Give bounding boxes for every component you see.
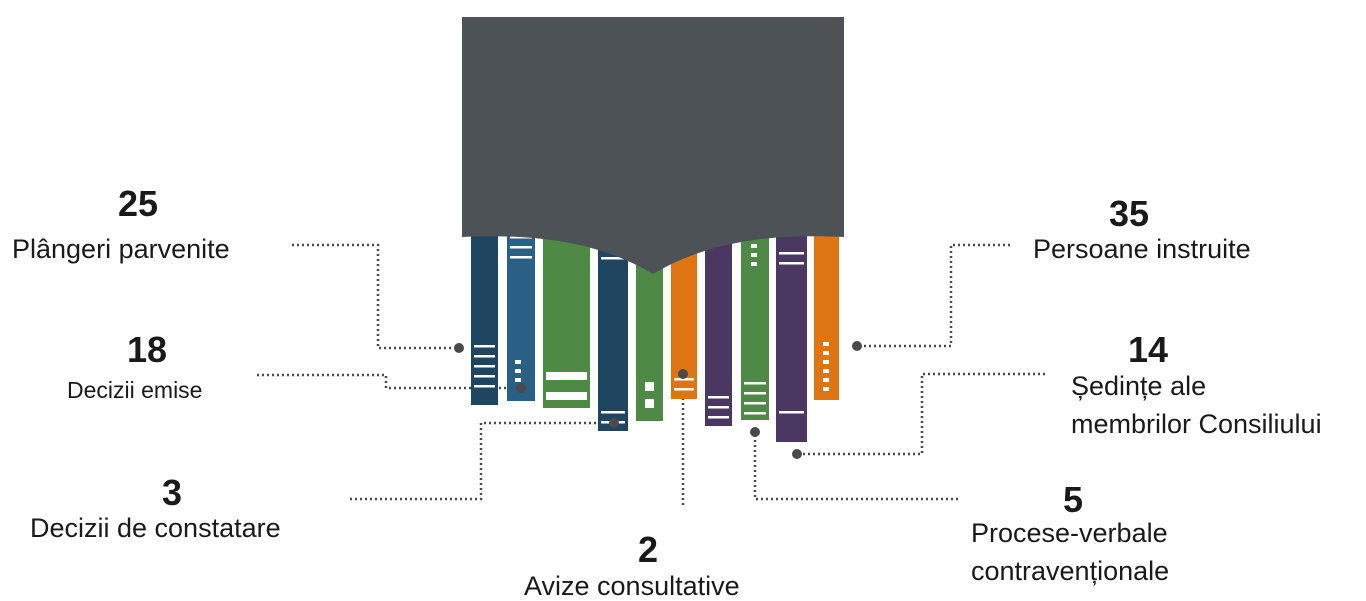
spine-dot (751, 262, 757, 266)
leader-lines (257, 243, 1045, 505)
spine-stripe (674, 378, 694, 381)
spine-stripe (708, 406, 729, 409)
book-spine (471, 225, 498, 405)
spine-stripe (779, 262, 804, 265)
stat-number-sedinte: 14 (1128, 329, 1169, 370)
spine-stripe (708, 416, 729, 419)
book-cover (462, 17, 844, 274)
leader-plangeri (292, 243, 459, 350)
leader-sedinte (797, 372, 1045, 456)
spine-stripe (779, 252, 804, 255)
stat-label-avize: Avize consultative (524, 571, 740, 601)
book-spines (471, 225, 839, 442)
spine-stripe (744, 412, 766, 415)
leader-plangeri-dot (454, 343, 464, 353)
spine-stripe (474, 345, 495, 348)
leader-procese (753, 432, 958, 501)
stat-number-decizii-emise: 18 (127, 329, 168, 370)
leader-avize-dot (678, 369, 688, 379)
leader-persoane-dot (852, 341, 862, 351)
stat-number-plangeri: 25 (118, 183, 159, 224)
spine-stripe (601, 257, 625, 260)
leader-decizii-emise (257, 373, 521, 390)
stat-number-procese: 5 (1063, 479, 1084, 520)
spine-dot (823, 342, 829, 346)
spine-stripe (510, 246, 532, 249)
spine-stripe (744, 382, 766, 385)
stat-label-plangeri: Plângeri parvenite (12, 234, 230, 264)
spine-dot (823, 351, 829, 355)
spine-dot (823, 360, 829, 364)
spine-stripe (779, 411, 804, 414)
spine-band (546, 392, 587, 400)
book-spine (507, 225, 535, 401)
book-spine (543, 225, 590, 408)
leader-persoane (857, 243, 1010, 348)
stat-label-sedinte-line1: Ședințe ale (1071, 371, 1207, 401)
spine-stripe (744, 402, 766, 405)
leader-procese-dot (750, 427, 760, 437)
spine-dot (823, 369, 829, 373)
stat-label-sedinte-line2: membrilor Consiliului (1071, 409, 1322, 439)
leader-sedinte-dot (792, 449, 802, 459)
book-spine (741, 225, 769, 420)
spine-stripe (708, 396, 729, 399)
spine-dot (751, 244, 757, 248)
spine-dot (823, 387, 829, 391)
spine-square (645, 382, 654, 391)
spine-stripe (474, 365, 495, 368)
spine-square (645, 399, 654, 408)
stat-number-persoane: 35 (1109, 193, 1150, 234)
stat-label-decizii-emise: Decizii emise (67, 377, 203, 403)
spine-dot (515, 369, 521, 373)
stat-number-avize: 2 (638, 529, 659, 570)
spine-stripe (474, 375, 495, 378)
leader-decizii-emise-dot (516, 383, 526, 393)
book-spine (776, 225, 807, 442)
spine-dot (515, 360, 521, 364)
stat-label-decizii-constatare: Decizii de constatare (30, 513, 281, 543)
stat-label-procese-line1: Procese-verbale (971, 518, 1168, 548)
leader-decizii-constatare (350, 421, 614, 501)
spine-band (546, 372, 587, 380)
stat-label-procese-line2: contravenționale (971, 556, 1170, 586)
spine-stripe (474, 385, 495, 388)
spine-stripe (744, 392, 766, 395)
spine-stripe (601, 411, 625, 414)
leader-decizii-constatare-dot (609, 418, 619, 428)
spine-dot (751, 253, 757, 257)
book-spine (814, 225, 839, 400)
spine-stripe (510, 236, 532, 239)
spine-dot (823, 378, 829, 382)
stat-number-decizii-constatare: 3 (162, 472, 183, 513)
spine-stripe (510, 256, 532, 259)
book-spine (705, 225, 732, 426)
leader-dots (454, 341, 862, 459)
spine-dot (515, 378, 521, 382)
spine-stripe (474, 355, 495, 358)
spine-stripe (674, 388, 694, 391)
stat-label-persoane: Persoane instruite (1033, 234, 1251, 264)
